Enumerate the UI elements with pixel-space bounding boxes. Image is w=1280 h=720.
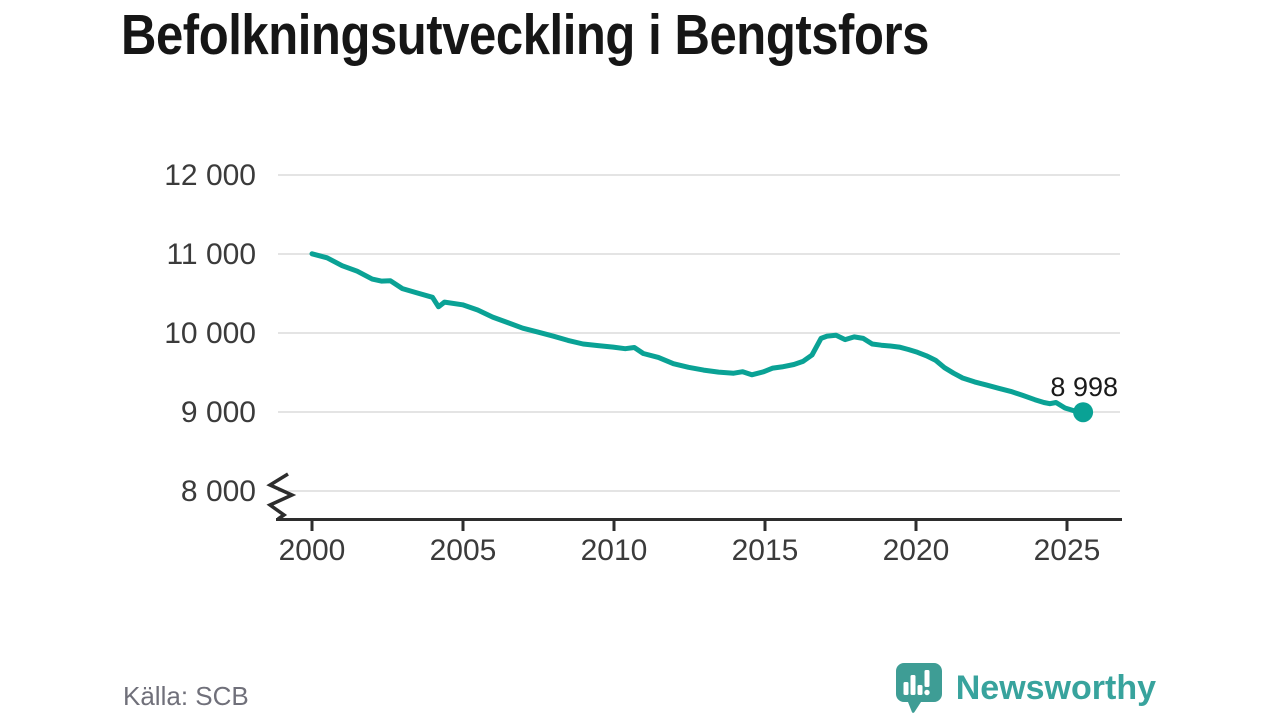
newsworthy-logo: Newsworthy xyxy=(895,662,1156,714)
y-axis-labels: 12 000 11 000 10 000 9 000 8 000 xyxy=(164,159,256,508)
newsworthy-logo-text: Newsworthy xyxy=(955,668,1156,707)
page-title: Befolkningsutveckling i Bengtsfors xyxy=(121,3,929,67)
population-chart: 12 000 11 000 10 000 9 000 8 000 2000 20… xyxy=(164,159,1122,567)
x-tick-label: 2005 xyxy=(430,534,497,567)
newsworthy-logo-icon xyxy=(895,663,942,713)
y-tick-label: 11 000 xyxy=(166,238,256,271)
x-axis xyxy=(266,472,1122,531)
gridlines xyxy=(278,174,1120,492)
y-tick-label: 9 000 xyxy=(181,396,256,429)
bar-chart-glyph xyxy=(903,670,930,696)
latest-value-label: 8 998 xyxy=(1050,372,1118,402)
axis-break-icon xyxy=(266,472,297,521)
y-tick-label: 12 000 xyxy=(164,159,256,192)
population-line xyxy=(309,251,1086,415)
y-tick-label: 10 000 xyxy=(164,317,256,350)
x-tick-label: 2000 xyxy=(279,534,346,567)
x-tick-label: 2020 xyxy=(883,534,950,567)
x-axis-labels: 2000 2005 2010 2015 2020 2025 xyxy=(279,534,1101,567)
x-tick-label: 2015 xyxy=(732,534,799,567)
x-tick-label: 2010 xyxy=(581,534,648,567)
x-tick-label: 2025 xyxy=(1034,534,1101,567)
source-note: Källa: SCB xyxy=(123,681,249,711)
y-tick-label: 8 000 xyxy=(181,475,256,508)
latest-value-dot xyxy=(1073,402,1094,423)
